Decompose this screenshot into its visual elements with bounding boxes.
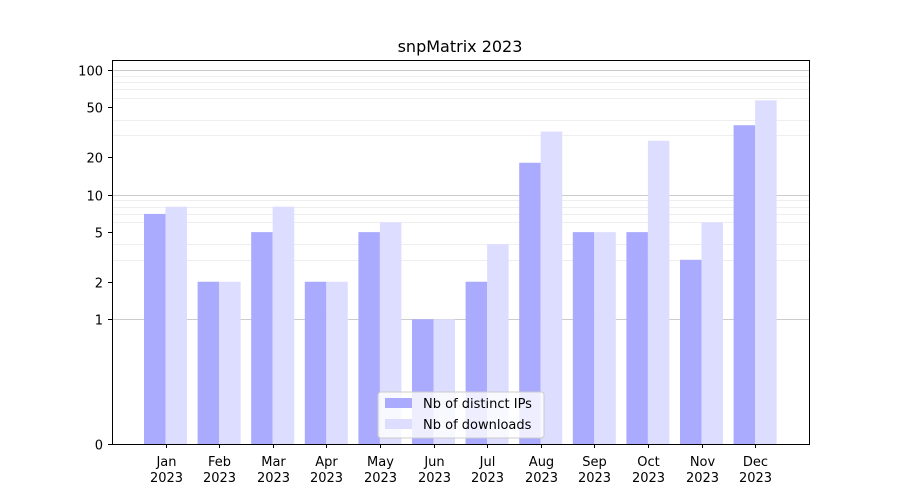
x-tick-label: Feb 2023 — [203, 455, 236, 486]
bar-distinct-ips — [626, 232, 648, 444]
legend-label: Nb of downloads — [423, 418, 532, 433]
x-tick-label: Apr 2023 — [310, 455, 343, 486]
axes — [112, 60, 810, 445]
bar-downloads — [701, 222, 723, 444]
x-axis-ticks: Jan 2023 Feb 2023 Mar 2023 Apr 2023 May 2023 Jun 20… — [150, 444, 772, 486]
bar-distinct-ips — [197, 281, 220, 444]
bar-downloads — [755, 100, 777, 445]
bar-downloads — [165, 206, 187, 444]
legend-swatch — [385, 419, 412, 429]
x-tick-label: Oct 2023 — [632, 455, 665, 486]
bar-distinct-ips — [144, 213, 166, 444]
legend-label: Nb of distinct IPs — [423, 397, 532, 412]
bar-distinct-ips — [572, 232, 595, 444]
legend-swatch — [385, 398, 412, 408]
x-tick-label: Jan 2023 — [150, 455, 183, 486]
x-tick-label: May 2023 — [364, 455, 397, 486]
x-tick-label: Nov 2023 — [686, 455, 719, 486]
bar-downloads — [326, 281, 348, 444]
bar-downloads — [219, 281, 241, 444]
y-tick-label: 1 — [95, 314, 103, 329]
x-tick-label: Jul 2023 — [471, 455, 504, 486]
bar-distinct-ips — [304, 281, 327, 444]
bar-distinct-ips — [733, 125, 756, 445]
y-axis-ticks: 0 1 2 5 10 20 50 100 — [78, 65, 112, 454]
bar-downloads — [272, 206, 295, 444]
legend: Nb of distinct IPs Nb of downloads — [377, 391, 545, 439]
y-tick-label: 100 — [78, 65, 103, 80]
y-tick-label: 10 — [86, 190, 103, 205]
x-tick-label: Mar 2023 — [257, 455, 290, 486]
y-tick-label: 5 — [95, 227, 103, 242]
bar-downloads — [379, 222, 402, 444]
bar-distinct-ips — [680, 259, 702, 444]
bar-downloads — [647, 140, 670, 444]
plot-frame — [112, 60, 810, 445]
bar-downloads — [594, 232, 616, 444]
x-tick-label: Jun 2023 — [418, 455, 451, 486]
y-tick-label: 0 — [95, 439, 103, 454]
x-tick-label: Dec 2023 — [739, 455, 772, 486]
y-tick-label: 20 — [86, 152, 103, 167]
bar-distinct-ips — [519, 162, 541, 444]
chart-title: snpMatrix 2023 — [398, 37, 523, 56]
legend-box — [377, 391, 545, 439]
y-tick-label: 50 — [86, 102, 103, 117]
x-tick-label: Aug 2023 — [525, 455, 558, 486]
y-tick-label: 2 — [95, 277, 103, 292]
x-tick-label: Sep 2023 — [578, 455, 611, 486]
bar-distinct-ips — [251, 232, 273, 444]
bar-distinct-ips — [358, 232, 380, 444]
bar-downloads — [540, 131, 563, 445]
